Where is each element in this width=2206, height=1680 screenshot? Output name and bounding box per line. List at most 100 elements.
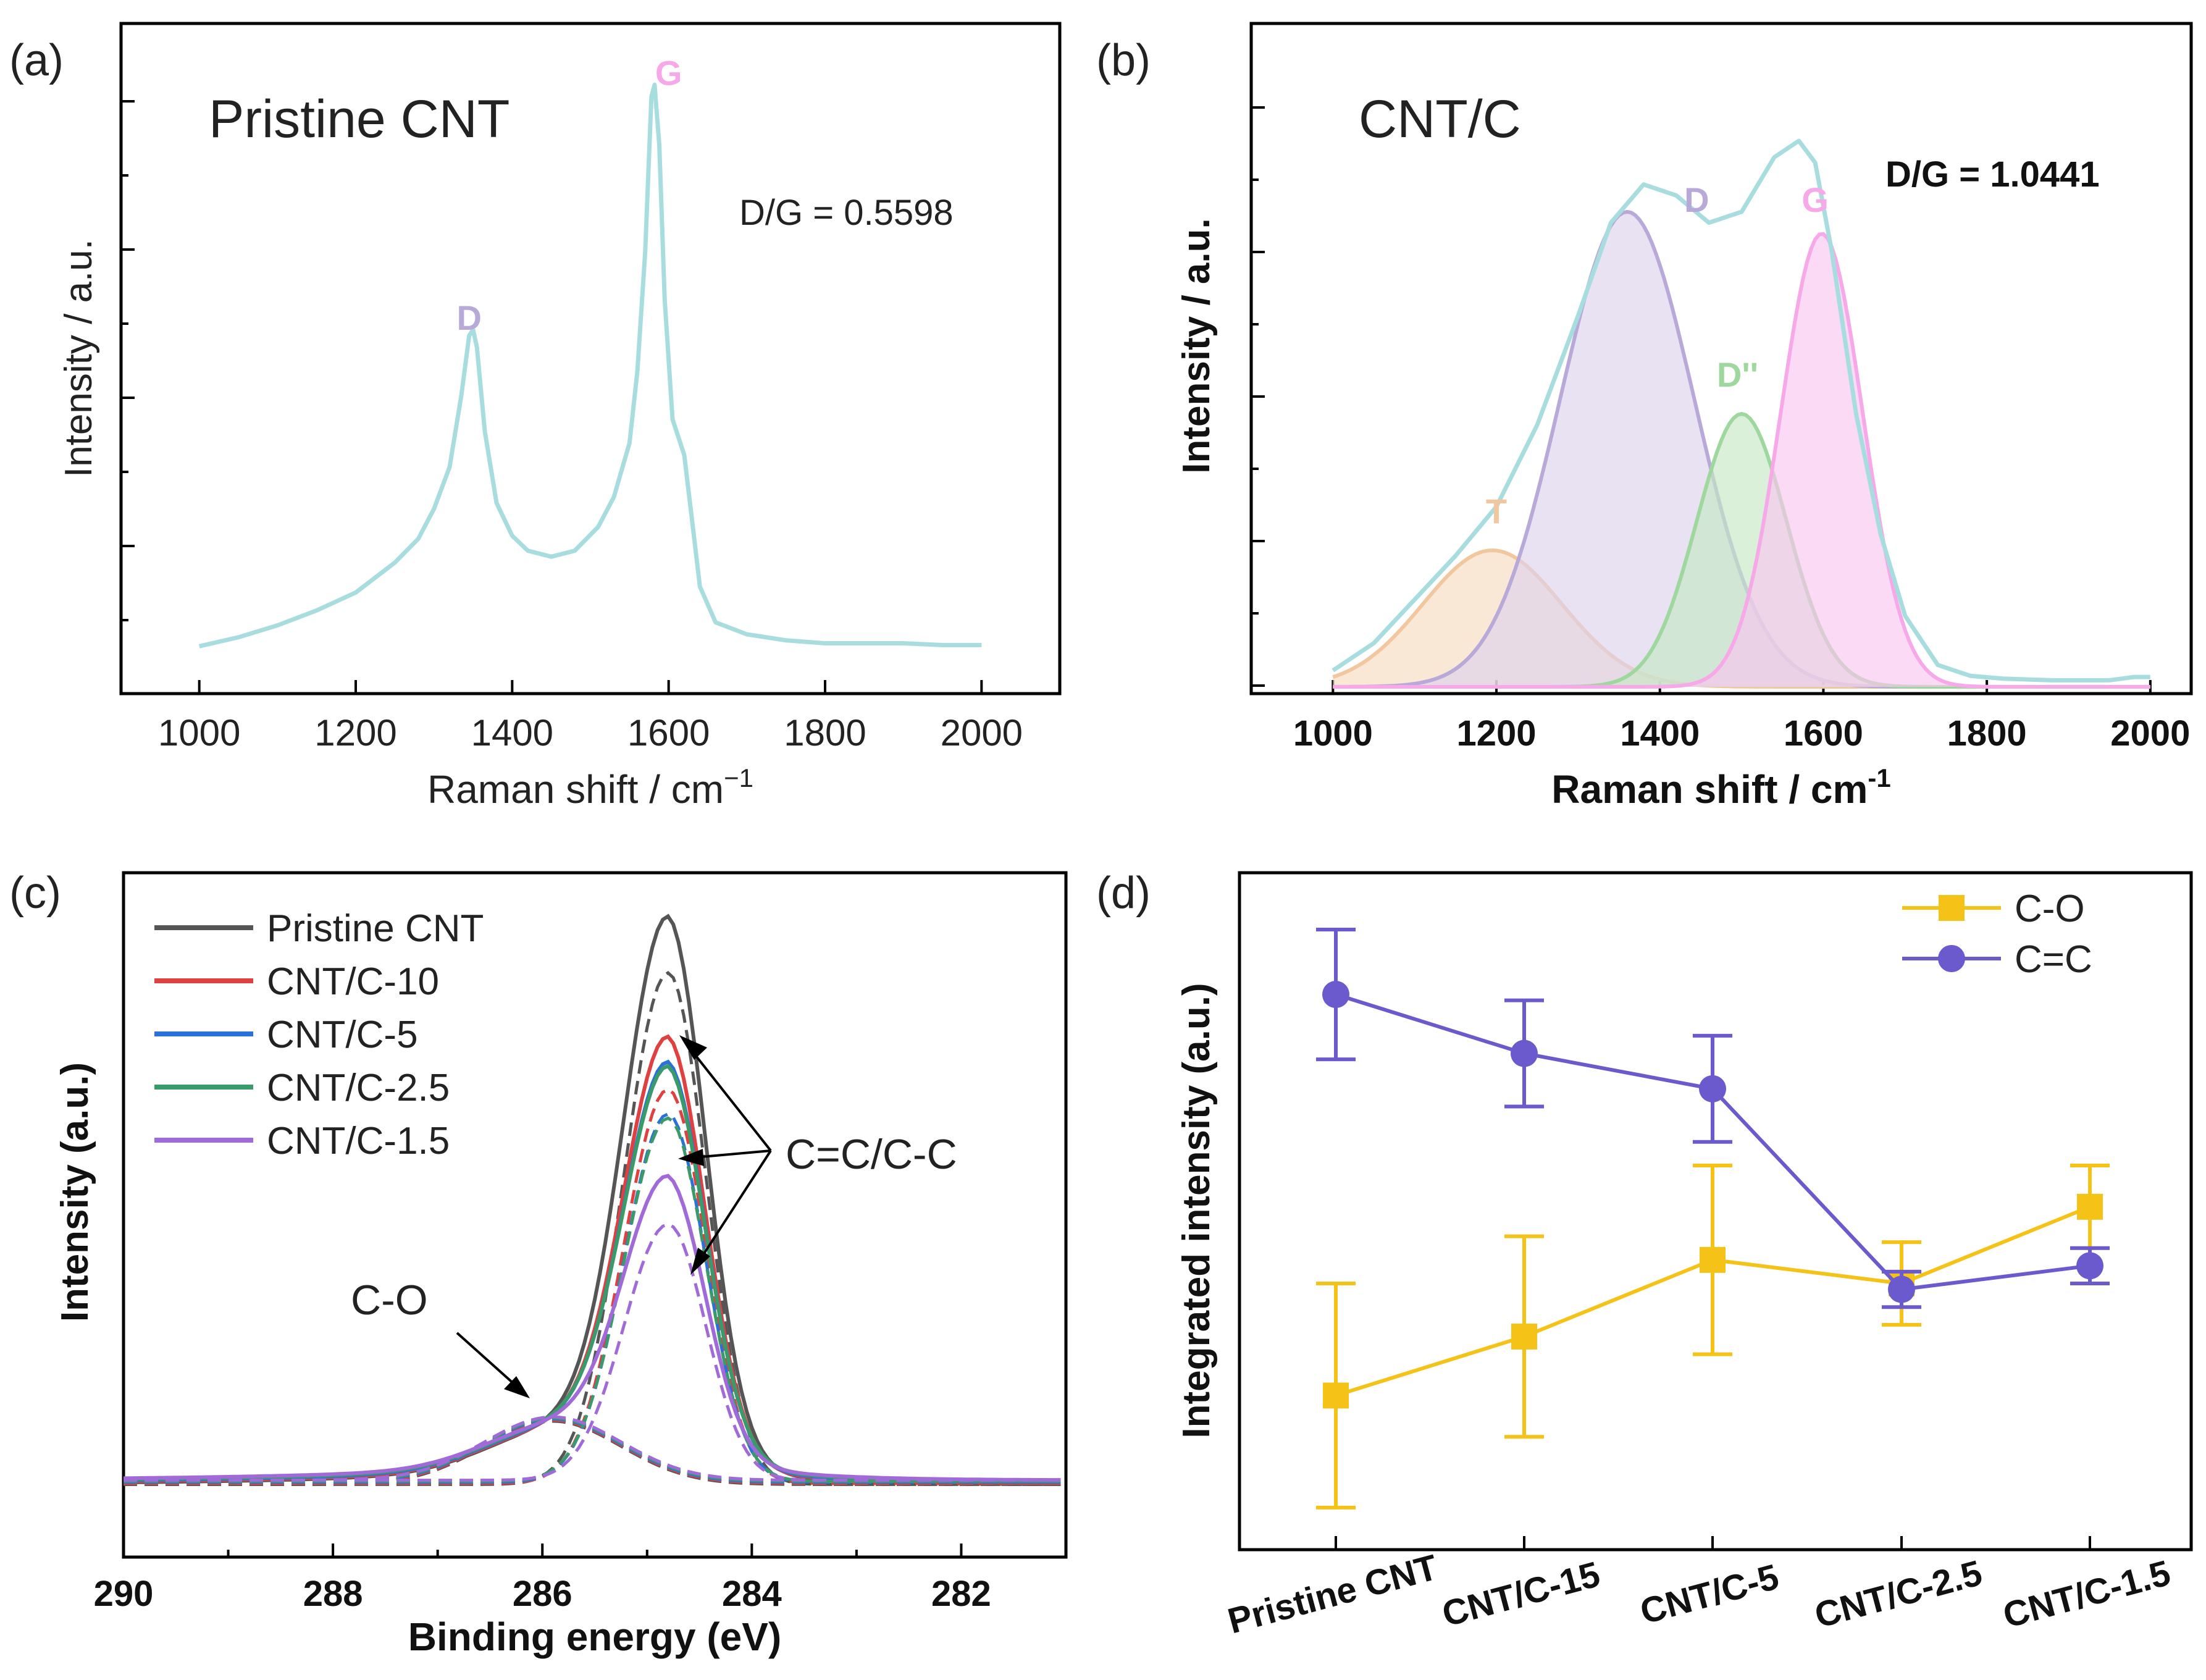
panel-c-legend: Pristine CNT CNT/C-10 CNT/C-5 CNT/C-2.5 CNT/… xyxy=(154,907,484,1162)
panel-b-x-ticks: 1000 1200 1400 1600 1800 2000 xyxy=(1293,680,2190,754)
panel-b-peak-labels: T D D'' G xyxy=(1486,180,1829,531)
panel-d-x-tick-label: CNT/C-2.5 xyxy=(1811,1553,1987,1636)
panel-a-x-tick-label: 1400 xyxy=(471,712,553,754)
panel-d-frame xyxy=(1238,871,2193,1552)
panel-b-y-ticks xyxy=(1251,106,1265,687)
panel-c-curves xyxy=(123,914,1061,1486)
panel-b-x-tick-label: 1800 xyxy=(1947,713,2027,754)
panel-a-annotation: D/G = 0.5598 xyxy=(739,193,954,233)
panel-d-label: (d) xyxy=(1096,868,1151,918)
panel-d-series xyxy=(1316,928,2110,1510)
panel-b-frame xyxy=(1249,22,2193,695)
panel-b-peak-outline xyxy=(1333,232,2150,689)
panel-b-xlabel-sup: -1 xyxy=(1868,763,1890,792)
panel-d-marker-square xyxy=(1511,1323,1537,1350)
panel-c-fit-co xyxy=(124,1415,1061,1482)
panel-d-legend: C-O C=C xyxy=(1902,888,2092,981)
panel-a-peak-labels: DG xyxy=(456,53,682,337)
panel-d-marker-square xyxy=(2077,1193,2103,1220)
panel-a-x-tick-label: 1000 xyxy=(158,712,240,754)
panel-c-annotation-cc: C=C/C-C xyxy=(786,1131,957,1178)
panel-b-envelope-line xyxy=(1332,138,2150,682)
panel-c-spectrum xyxy=(123,1059,1061,1484)
panel-b-peak-label: T xyxy=(1486,492,1507,531)
panel-d-x-tick-label: Pristine CNT xyxy=(1223,1547,1441,1642)
panel-a-x-tick-label: 1600 xyxy=(627,712,710,754)
panel-b-peak-fill xyxy=(1333,211,2150,687)
panel-b-title: CNT/C xyxy=(1359,90,1521,149)
panel-c-xlabel: Binding energy (eV) xyxy=(408,1615,782,1659)
panel-c-legend-label: CNT/C-1.5 xyxy=(267,1120,450,1162)
panel-b-x-tick-label: 2000 xyxy=(2110,713,2190,754)
panel-b-label: (b) xyxy=(1096,36,1151,85)
panel-b-peak-label: G xyxy=(1801,180,1829,219)
panel-b-xlabel: Raman shift / cm-1 xyxy=(1551,763,1890,812)
panel-d-x-tick-label: CNT/C-15 xyxy=(1438,1554,1604,1634)
panel-c-frame xyxy=(122,871,1068,1559)
panel-d-legend-label: C=C xyxy=(2015,938,2092,981)
panel-d-legend-marker xyxy=(1939,895,1965,921)
panel-d-legend-label: C-O xyxy=(2015,888,2085,930)
panel-a-title: Pristine CNT xyxy=(209,90,510,149)
panel-c-spectrum xyxy=(123,1034,1061,1485)
panel-c-label: (c) xyxy=(9,868,61,918)
panel-b: (b) CNT/C D/G = 1.0441 1000 1200 1400 1600 1… xyxy=(1096,22,2193,812)
panel-c-spectrum xyxy=(123,1064,1061,1483)
panel-a-peak-label: D xyxy=(456,298,481,337)
panel-d-marker-square xyxy=(1323,1382,1349,1409)
panel-c-x-tick-label: 288 xyxy=(303,1574,363,1614)
panel-d-marker-circle xyxy=(1699,1075,1726,1102)
panel-a-ylabel: Intensity / a.u. xyxy=(57,239,100,477)
panel-a-label: (a) xyxy=(9,36,64,85)
panel-a-frame xyxy=(119,22,1062,695)
panel-d-marker-circle xyxy=(2076,1252,2103,1280)
panel-c-legend-label: CNT/C-10 xyxy=(267,960,439,1003)
panel-c-x-tick-label: 290 xyxy=(94,1574,154,1614)
panel-c-fit-cc xyxy=(124,970,1061,1486)
panel-a-xlabel: Raman shift / cm−1 xyxy=(427,763,753,812)
panel-b-peak-fill xyxy=(1333,414,2150,687)
panel-c-x-tick-label: 282 xyxy=(931,1574,991,1614)
panel-d-ylabel: Integrated intensity (a.u.) xyxy=(1175,983,1218,1438)
panel-d-marker-circle xyxy=(1511,1040,1538,1067)
panel-c-legend-label: CNT/C-5 xyxy=(267,1014,418,1056)
panel-d-marker-circle xyxy=(1888,1275,1915,1303)
panel-a-x-tick-label: 1200 xyxy=(314,712,396,754)
panel-c-fit-cc xyxy=(124,1222,1061,1482)
panel-c-x-tick-label: 286 xyxy=(513,1574,572,1614)
panel-c: (c) 290 288 286 284 282 Pristine CNT CNT/C-10… xyxy=(9,868,1068,1659)
panel-a-x-tick-label: 2000 xyxy=(941,712,1023,754)
panel-b-x-tick-label: 1600 xyxy=(1784,713,1863,754)
panel-a-spectrum-line xyxy=(198,82,982,649)
panel-a-xlabel-sup: −1 xyxy=(724,763,753,792)
panel-c-x-tick-label: 284 xyxy=(722,1574,782,1614)
panel-b-x-tick-label: 1200 xyxy=(1457,713,1537,754)
panel-a-peak-label: G xyxy=(655,53,682,92)
panel-c-fit-co xyxy=(124,1416,1061,1483)
panel-c-annotation-co: C-O xyxy=(351,1277,428,1324)
panel-d-marker-circle xyxy=(1322,981,1349,1009)
panel-d-marker-square xyxy=(1700,1246,1726,1273)
panel-c-legend-label: CNT/C-2.5 xyxy=(267,1067,450,1109)
panel-b-x-tick-label: 1000 xyxy=(1293,713,1373,754)
panel-c-legend-label: Pristine CNT xyxy=(267,907,484,950)
panel-b-ylabel: Intensity / a.u. xyxy=(1175,218,1218,473)
panel-c-spectrum xyxy=(123,1174,1061,1482)
panel-d-legend-marker xyxy=(1938,945,1965,972)
panel-b-peak-label: D xyxy=(1684,180,1709,219)
panel-c-arrowheads xyxy=(504,1035,710,1398)
panel-a-xlabel-text: Raman shift / cm xyxy=(427,767,724,812)
panel-c-fit-co xyxy=(124,1418,1061,1485)
panel-c-ylabel: Intensity (a.u.) xyxy=(54,1062,96,1322)
panel-d-x-tick-label: CNT/C-5 xyxy=(1636,1556,1783,1632)
panel-c-fit-co xyxy=(124,1417,1061,1484)
panel-b-fit-peaks xyxy=(1332,209,2150,689)
panel-d-x-tick-label: CNT/C-1.5 xyxy=(1999,1553,2175,1636)
panel-a: (a) Pristine CNT D/G = 0.5598 1000 1200 14… xyxy=(9,22,1062,812)
panel-c-x-ticks: 290 288 286 284 282 xyxy=(94,1544,1067,1614)
panel-b-peak-label: D'' xyxy=(1717,355,1758,394)
panel-b-xlabel-text: Raman shift / cm xyxy=(1551,767,1868,812)
